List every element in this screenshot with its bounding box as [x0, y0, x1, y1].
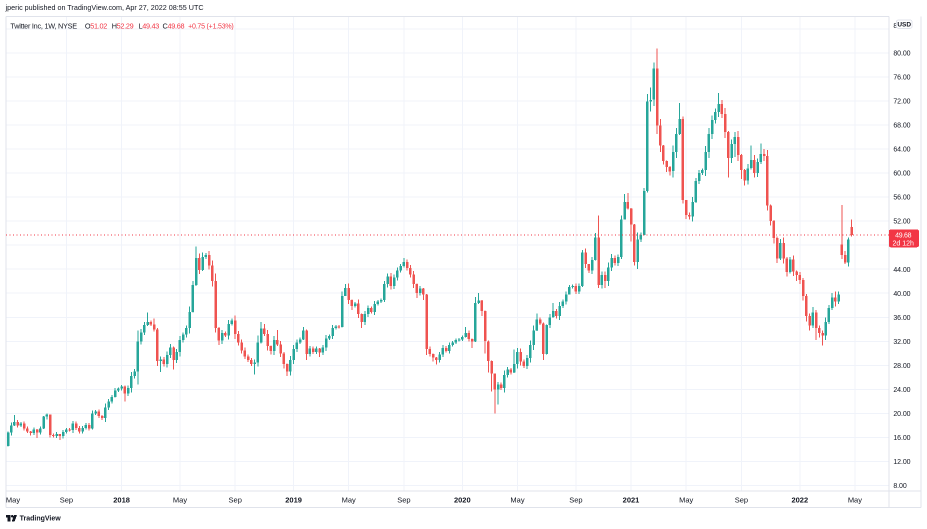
- svg-text:May: May: [679, 496, 693, 505]
- svg-text:36.00: 36.00: [893, 315, 910, 322]
- svg-text:Sep: Sep: [397, 496, 410, 505]
- svg-text:Sep: Sep: [735, 496, 748, 505]
- svg-text:2020: 2020: [454, 496, 471, 505]
- svg-text:24.00: 24.00: [893, 387, 910, 394]
- svg-text:May: May: [6, 496, 20, 505]
- svg-text:C49.68: C49.68: [163, 22, 185, 31]
- svg-text:Sep: Sep: [229, 496, 242, 505]
- svg-text:68.00: 68.00: [893, 123, 910, 130]
- svg-text:H52.29: H52.29: [112, 22, 134, 31]
- svg-text:20.00: 20.00: [893, 411, 910, 418]
- svg-text:May: May: [342, 496, 356, 505]
- svg-text:60.00: 60.00: [893, 171, 910, 178]
- svg-text:+0.75 (+1.53%): +0.75 (+1.53%): [188, 24, 233, 31]
- svg-text:2019: 2019: [285, 496, 302, 505]
- svg-text:May: May: [848, 496, 862, 505]
- svg-text:2d 12h: 2d 12h: [892, 240, 914, 247]
- svg-text:2022: 2022: [791, 496, 808, 505]
- svg-text:May: May: [510, 496, 524, 505]
- svg-text:Sep: Sep: [569, 496, 582, 505]
- svg-text:40.00: 40.00: [893, 291, 910, 298]
- svg-text:L49.43: L49.43: [139, 22, 160, 31]
- svg-text:28.00: 28.00: [893, 363, 910, 370]
- svg-text:32.00: 32.00: [893, 339, 910, 346]
- svg-text:64.00: 64.00: [893, 147, 910, 154]
- svg-text:49.68: 49.68: [895, 233, 911, 240]
- svg-text:Twitter Inc, 1W, NYSE: Twitter Inc, 1W, NYSE: [10, 22, 77, 31]
- svg-text:12.00: 12.00: [893, 459, 910, 466]
- svg-text:Sep: Sep: [60, 496, 73, 505]
- svg-text:56.00: 56.00: [893, 195, 910, 202]
- svg-text:O51.02: O51.02: [85, 22, 107, 31]
- svg-text:jperic published on TradingVie: jperic published on TradingView.com, Apr…: [5, 3, 204, 12]
- svg-text:TradingView: TradingView: [20, 516, 62, 523]
- svg-text:2021: 2021: [623, 496, 640, 505]
- svg-text:May: May: [173, 496, 187, 505]
- svg-text:72.00: 72.00: [893, 99, 910, 106]
- svg-text:44.00: 44.00: [893, 267, 910, 274]
- svg-text:USD: USD: [897, 22, 911, 29]
- svg-text:2018: 2018: [113, 496, 130, 505]
- svg-text:80.00: 80.00: [893, 51, 910, 58]
- svg-text:16.00: 16.00: [893, 435, 910, 442]
- svg-text:8.00: 8.00: [893, 483, 906, 490]
- svg-text:52.00: 52.00: [893, 219, 910, 226]
- svg-text:76.00: 76.00: [893, 75, 910, 82]
